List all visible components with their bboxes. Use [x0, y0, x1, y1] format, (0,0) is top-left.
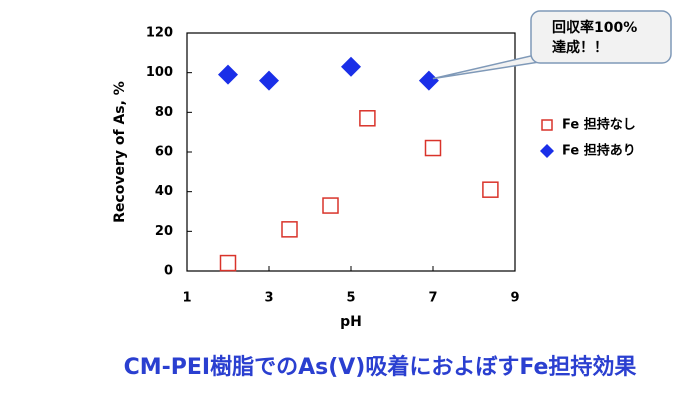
- data-point: [259, 70, 279, 91]
- y-tick-label: 80: [155, 105, 173, 120]
- chart-title: CM-PEI樹脂でのAs(V)吸着におよぼすFe担持効果: [124, 354, 637, 380]
- data-point: [424, 139, 442, 157]
- y-tick-label: 0: [164, 264, 173, 279]
- data-point: [418, 70, 439, 91]
- data-point: [482, 181, 499, 198]
- callout-cover: [549, 55, 565, 61]
- data-point: [218, 64, 238, 85]
- data-point: [359, 110, 376, 127]
- x-tick-label: 5: [346, 291, 355, 306]
- legend-marker: [540, 144, 554, 158]
- x-tick-label: 1: [182, 291, 191, 306]
- x-tick-label: 7: [428, 291, 437, 306]
- legend-marker: [541, 119, 553, 131]
- y-axis-label: Recovery of As, %: [112, 81, 128, 223]
- data-point: [341, 56, 361, 77]
- legend-label: Fe 担持なし: [562, 117, 636, 133]
- callout-box: [530, 10, 672, 64]
- callout-text: 達成！！: [552, 39, 608, 56]
- y-tick-label: 120: [146, 26, 173, 41]
- legend-label: Fe 担持あり: [562, 143, 636, 159]
- x-tick-label: 3: [264, 291, 273, 306]
- y-tick-label: 40: [155, 184, 173, 199]
- y-tick-label: 60: [155, 145, 173, 160]
- callout-text: 回収率100%: [552, 19, 637, 36]
- data-point: [219, 254, 237, 272]
- y-tick-label: 20: [155, 224, 173, 239]
- data-point: [322, 197, 339, 214]
- x-axis-label: pH: [340, 314, 362, 330]
- y-tick-label: 100: [146, 65, 173, 80]
- x-tick-label: 9: [510, 291, 519, 306]
- data-point: [281, 221, 298, 238]
